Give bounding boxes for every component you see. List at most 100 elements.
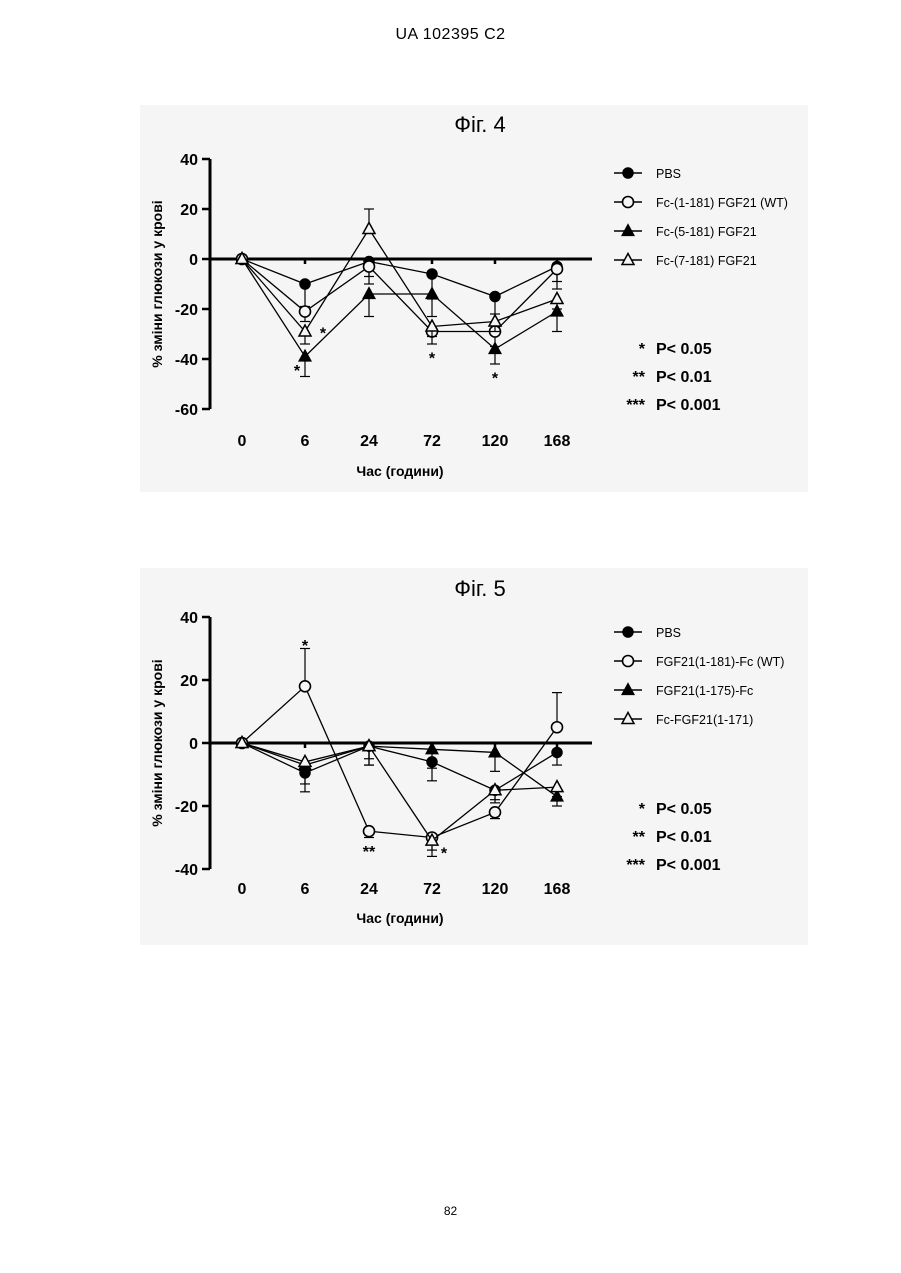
significance-key-stars: **	[633, 829, 646, 846]
legend-marker	[622, 684, 634, 695]
x-tick-label: 24	[360, 433, 378, 450]
legend-item: Fc-(7-181) FGF21	[614, 254, 757, 269]
data-point	[300, 279, 310, 289]
legend-marker	[623, 627, 633, 637]
x-tick-label: 6	[301, 881, 310, 898]
significance-key-label: P< 0.01	[656, 829, 712, 846]
legend-item: Fc-(5-181) FGF21	[614, 225, 757, 240]
y-tick-label: -40	[175, 862, 198, 879]
series-line	[242, 686, 557, 837]
y-axis-label: % зміни глюкози у крові	[149, 659, 165, 826]
data-point	[551, 781, 563, 792]
patent-header: UA 102395 C2	[0, 26, 901, 44]
significance-key-label: P< 0.001	[656, 397, 721, 414]
legend-label: Fc-(1-181) FGF21 (WT)	[656, 196, 788, 210]
significance-star: *	[441, 846, 448, 863]
significance-star: *	[294, 363, 301, 380]
legend-item: Fc-(1-181) FGF21 (WT)	[614, 196, 788, 210]
figure-4-chart: Фіг. 4 40 20 0 -20 -40 -60 0 6 24 72 120 168 Час (год…	[140, 105, 808, 492]
series-line	[242, 743, 557, 797]
legend-marker	[622, 713, 634, 724]
data-point	[363, 223, 375, 234]
data-point	[426, 320, 438, 331]
y-tick-label: -60	[175, 402, 198, 419]
significance-key-stars: *	[639, 341, 646, 358]
significance-key-stars: **	[633, 369, 646, 386]
legend-item: Fc-FGF21(1-171)	[614, 713, 753, 728]
significance-key-label: P< 0.05	[656, 801, 712, 818]
legend-label: FGF21(1-175)-Fc	[656, 684, 753, 698]
y-tick-label: 40	[180, 152, 198, 169]
x-tick-label: 72	[423, 881, 441, 898]
series-line	[242, 229, 557, 332]
x-axis-label: Час (години)	[356, 463, 443, 479]
chart-title: Фіг. 4	[454, 112, 505, 137]
significance-star: *	[429, 351, 436, 368]
legend-label: PBS	[656, 626, 681, 640]
legend-label: FGF21(1-181)-Fc (WT)	[656, 655, 784, 669]
legend-marker	[622, 225, 634, 236]
x-tick-label: 168	[544, 881, 571, 898]
data-point	[300, 306, 311, 317]
series-fgf21-1-175-fc	[236, 737, 563, 807]
data-point	[364, 261, 375, 272]
significance-star: **	[363, 844, 376, 861]
page-number: 82	[0, 1204, 901, 1218]
data-point	[363, 288, 375, 299]
series-line	[242, 259, 557, 357]
legend-marker	[623, 197, 634, 208]
data-point	[489, 343, 501, 354]
y-tick-label: 20	[180, 202, 198, 219]
series-line	[242, 259, 557, 297]
legend-marker	[622, 254, 634, 265]
data-point	[364, 826, 375, 837]
y-tick-label: 0	[189, 252, 198, 269]
y-tick-label: -20	[175, 799, 198, 816]
series-fgf21-1-181-fc-wt	[237, 649, 563, 857]
x-tick-label: 168	[544, 433, 571, 450]
significance-key-stars: ***	[626, 397, 645, 414]
data-point	[552, 747, 562, 757]
series-line	[242, 743, 557, 790]
data-point	[552, 264, 563, 275]
legend-label: Fc-(7-181) FGF21	[656, 254, 757, 268]
significance-star: *	[492, 371, 499, 388]
y-tick-label: 40	[180, 610, 198, 627]
y-axis-label: % зміни глюкози у крові	[149, 200, 165, 367]
significance-key-label: P< 0.01	[656, 369, 712, 386]
figure-4-panel: Фіг. 4 40 20 0 -20 -40 -60 0 6 24 72 120 168 Час (год…	[140, 105, 808, 492]
significance-star: *	[320, 326, 327, 343]
x-axis-label: Час (години)	[356, 910, 443, 926]
x-tick-label: 24	[360, 881, 378, 898]
y-tick-label: 0	[189, 736, 198, 753]
data-point	[489, 746, 501, 757]
y-tick-label: 20	[180, 673, 198, 690]
data-point	[300, 681, 311, 692]
series-pbs	[237, 254, 562, 314]
x-tick-label: 0	[238, 881, 247, 898]
legend-label: Fc-FGF21(1-171)	[656, 713, 753, 727]
legend-marker	[623, 656, 634, 667]
x-tick-label: 0	[238, 433, 247, 450]
x-tick-label: 72	[423, 433, 441, 450]
chart-title: Фіг. 5	[454, 576, 505, 601]
x-tick-label: 120	[482, 433, 509, 450]
legend-item: FGF21(1-175)-Fc	[614, 684, 753, 699]
significance-key-stars: ***	[626, 857, 645, 874]
figure-5-panel: Фіг. 540200-20-40062472120168Час (години…	[140, 568, 808, 945]
legend-item: FGF21(1-181)-Fc (WT)	[614, 655, 784, 669]
x-tick-label: 6	[301, 433, 310, 450]
legend-item: PBS	[614, 626, 681, 640]
legend-marker	[623, 168, 633, 178]
data-point	[552, 722, 563, 733]
data-point	[490, 807, 501, 818]
data-point	[426, 288, 438, 299]
y-tick-label: -40	[175, 352, 198, 369]
significance-key-stars: *	[639, 801, 646, 818]
y-tick-label: -20	[175, 302, 198, 319]
legend-label: PBS	[656, 167, 681, 181]
legend-label: Fc-(5-181) FGF21	[656, 225, 757, 239]
legend-item: PBS	[614, 167, 681, 181]
figure-5-chart: Фіг. 540200-20-40062472120168Час (години…	[140, 568, 808, 945]
data-point	[490, 292, 500, 302]
